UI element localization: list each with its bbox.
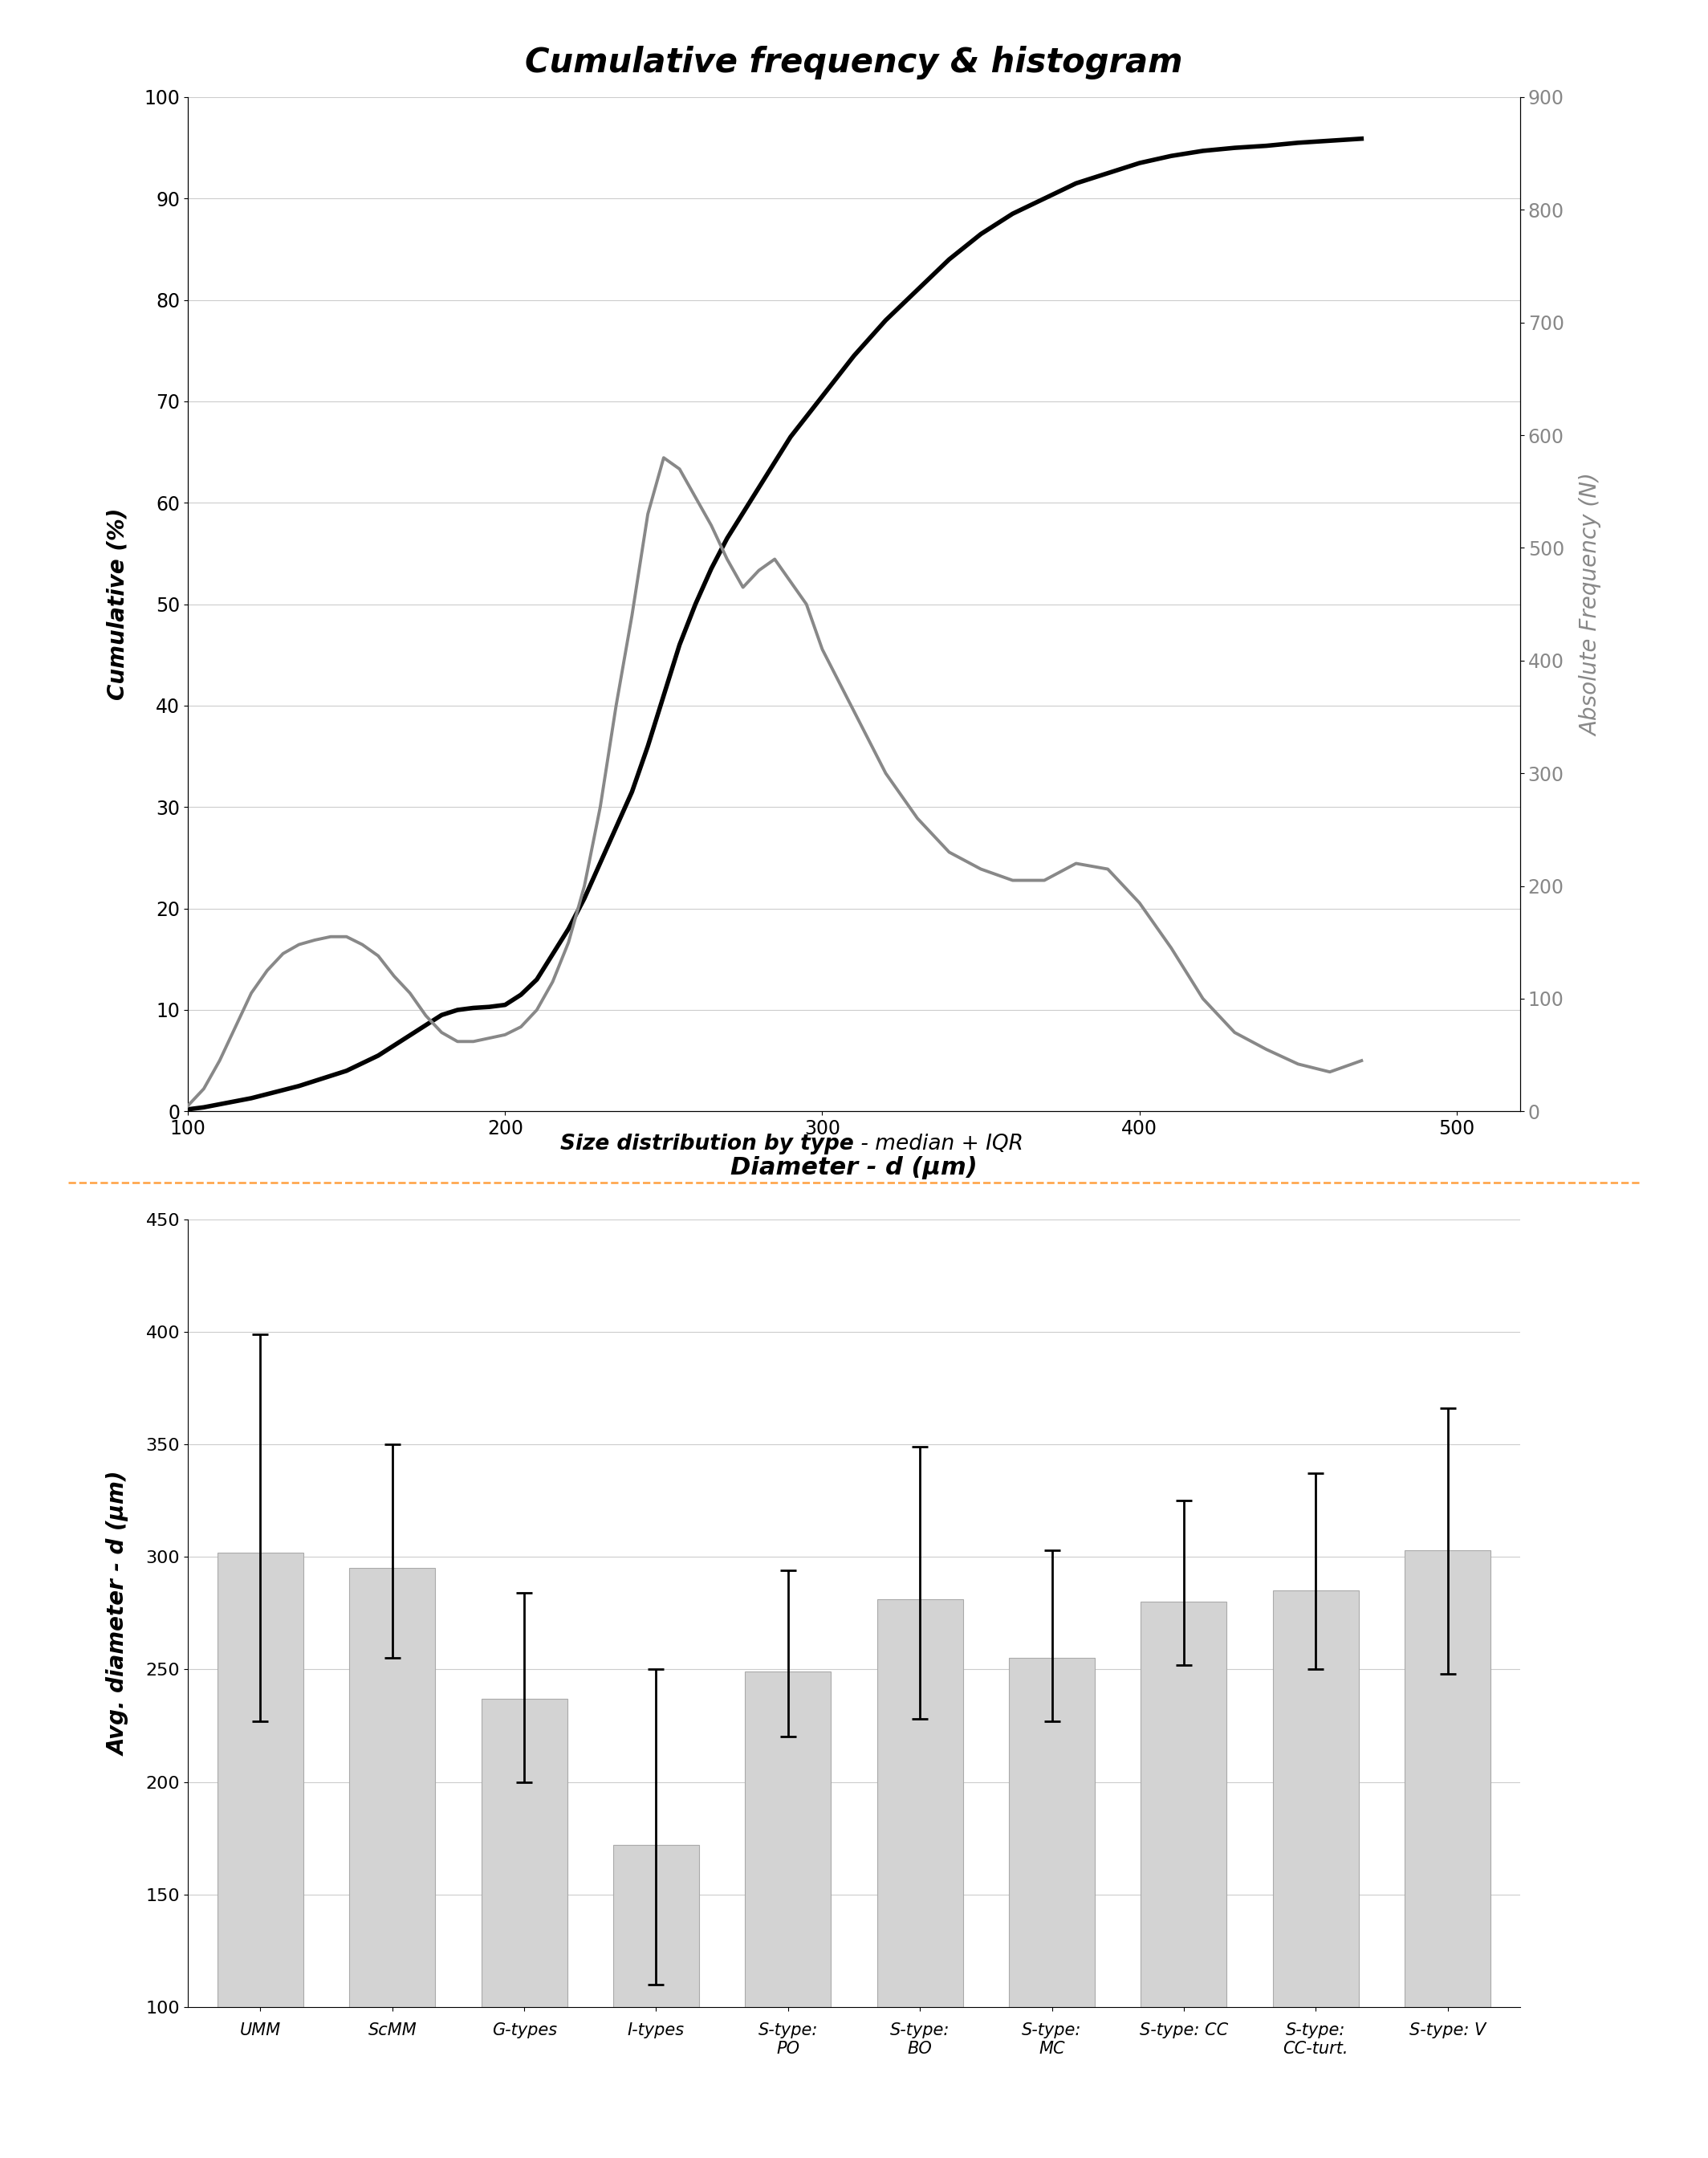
- X-axis label: Diameter - d (μm): Diameter - d (μm): [731, 1157, 977, 1180]
- Bar: [1272, 1590, 1358, 2007]
- Y-axis label: Cumulative (%): Cumulative (%): [106, 507, 128, 701]
- Title: Cumulative frequency & histogram: Cumulative frequency & histogram: [524, 45, 1184, 80]
- Bar: [1141, 1601, 1226, 2007]
- Y-axis label: Avg. diameter - d (μm): Avg. diameter - d (μm): [108, 1472, 130, 1754]
- Bar: [217, 1552, 304, 2007]
- Bar: [1009, 1657, 1095, 2007]
- Bar: [482, 1698, 567, 2007]
- Y-axis label: Absolute Frequency (N): Absolute Frequency (N): [1580, 473, 1602, 736]
- Bar: [745, 1672, 830, 2007]
- Bar: [878, 1599, 963, 2007]
- Bar: [613, 1845, 699, 2007]
- Bar: [350, 1569, 436, 2007]
- Bar: [1404, 1549, 1491, 2007]
- Text: Size distribution by type: Size distribution by type: [560, 1133, 854, 1155]
- Text: - median + IQR: - median + IQR: [854, 1133, 1023, 1155]
